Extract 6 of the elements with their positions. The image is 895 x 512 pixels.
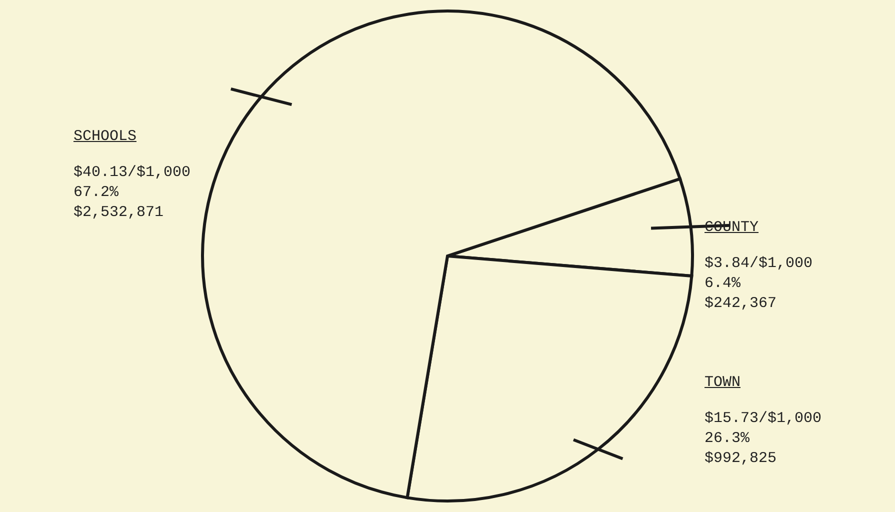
slice-label: COUNTY (704, 218, 760, 238)
data-label: $3.84/$1,000 6.4% $242,367 (704, 254, 813, 312)
data-label: $40.13/$1,000 67.2% $2,532,871 (73, 164, 190, 221)
slice-label: TOWN (704, 373, 742, 394)
data-label: $15.73/$1,000 26.3% $992,825 (704, 410, 822, 468)
slice-label: SCHOOLS (73, 126, 138, 147)
